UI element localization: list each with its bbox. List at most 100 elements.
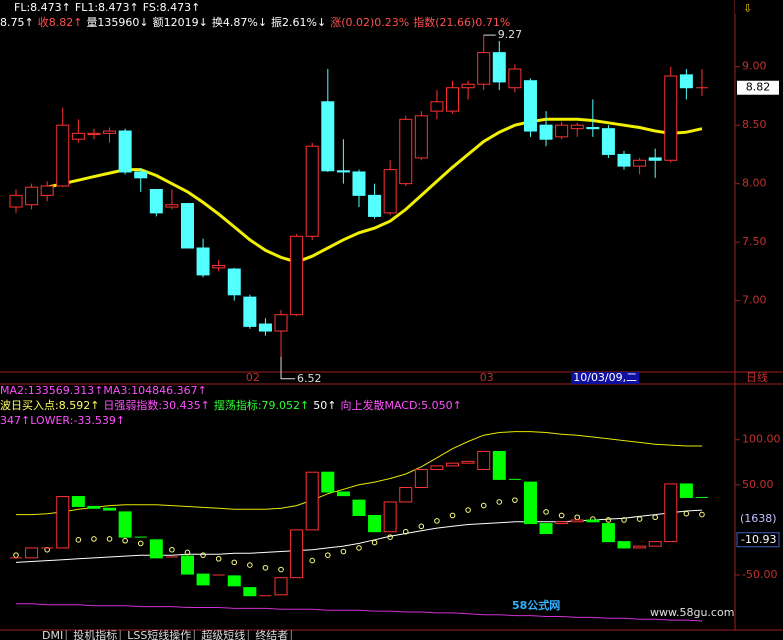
candle-body [103, 130, 117, 134]
candle-body [648, 541, 662, 547]
indicator-dot [215, 555, 222, 562]
candle-body [87, 505, 101, 509]
candle-body [336, 491, 350, 497]
indicator-dot [434, 518, 440, 524]
last-price: 8.82 [746, 81, 771, 94]
indicator-dot [699, 511, 705, 518]
candle-body [227, 575, 241, 587]
y-tick-label: 7.50 [742, 235, 767, 248]
candle-body [477, 450, 491, 470]
tab[interactable]: DMI [42, 629, 63, 640]
candle-body [274, 577, 288, 596]
indicator-dot [91, 536, 97, 542]
tab[interactable]: LSS短线操作 [127, 628, 191, 640]
corner [735, 0, 783, 14]
indicator-dot [605, 517, 612, 523]
indicator-dot [402, 528, 409, 535]
indicator-dot [122, 537, 128, 544]
indicator-dot [325, 552, 331, 558]
candle-body [570, 124, 584, 130]
candle-body [149, 189, 163, 214]
header-text: 额12019↓ [153, 16, 208, 29]
indicator-dot [184, 549, 191, 556]
candle-body [87, 132, 101, 136]
indicator-dot [652, 514, 658, 521]
tab[interactable]: 投机指标 [73, 628, 117, 640]
candle-body [523, 481, 537, 525]
candle-body [103, 507, 117, 511]
candle-body [9, 194, 23, 208]
candle-body [430, 465, 444, 470]
candle-body [664, 483, 678, 543]
indicator-dot [262, 564, 269, 571]
candle-body [290, 235, 304, 316]
header-text: FL:8.473↑ [14, 1, 71, 14]
candle-body [601, 523, 615, 543]
indicator-dot [106, 536, 113, 542]
candle-body [336, 170, 350, 173]
candle-body [633, 545, 647, 549]
indicator-dot [247, 562, 253, 568]
info-text: 50↑ [313, 399, 336, 412]
info-text: 347↑LOWER:-33.539↑ [0, 414, 125, 427]
candle-body [679, 483, 693, 498]
header-text: 涨(0.02)0.23% [330, 16, 409, 29]
candle-body [633, 159, 647, 167]
watermark-url: www.58gu.com [650, 606, 734, 619]
candle-body [243, 587, 257, 597]
candle-body [383, 169, 397, 214]
candle-body [446, 87, 460, 112]
candle-body [56, 124, 70, 187]
candle-body [134, 171, 148, 179]
candle-body [227, 268, 241, 296]
indicator-dot [200, 552, 206, 558]
candle-body [321, 101, 335, 172]
header-text: FL1:8.473↑ [75, 1, 139, 14]
y-tick-label: 9.00 [742, 60, 767, 73]
last-price-box [737, 80, 779, 95]
candle-body [555, 521, 569, 525]
tab[interactable]: 超级短线 [201, 628, 245, 640]
info-text: 向上发散MACD:5.050↑ [340, 398, 461, 412]
candle-body [165, 204, 179, 208]
indicator-dot [465, 507, 471, 513]
header-text: 收8.82↑ [38, 15, 83, 29]
candle-body [664, 75, 678, 161]
candle-body [149, 539, 163, 559]
candle-body [71, 496, 85, 507]
indicator-dot [75, 537, 82, 543]
candle-body [321, 471, 335, 493]
candle-body [601, 128, 615, 155]
candle-body [430, 101, 444, 112]
candle-body [40, 185, 54, 196]
candle-body [399, 118, 413, 185]
period-label: 日线 [746, 370, 768, 384]
candle-body [399, 487, 413, 503]
candle-body [352, 171, 366, 196]
header-text: 振2.61%↓ [271, 15, 326, 29]
candle-body [258, 323, 272, 332]
candle-body [648, 157, 662, 161]
candle-body [586, 127, 600, 130]
candle-body [617, 541, 631, 549]
header-text: 量135960↓ [86, 16, 148, 29]
candle-body [523, 80, 537, 132]
header-text: 指数(21.66)0.71% [413, 15, 510, 29]
indicator-dot [356, 545, 362, 551]
tab[interactable]: 终结者 [255, 628, 288, 640]
info-text: 波日买入点:8.592↑ [0, 399, 99, 412]
candle-body [243, 296, 257, 327]
info-text: MA2:133569.313↑MA3:104846.367↑ [0, 384, 207, 397]
candle-body [118, 511, 132, 538]
indicator-dot [512, 497, 518, 503]
indicator-dot [558, 512, 565, 519]
corner-icon: ⇩ [743, 2, 752, 15]
indicator-dot [621, 517, 627, 523]
indicator-dot [418, 523, 425, 530]
indicator-dot [278, 566, 284, 573]
candle-body [212, 265, 226, 269]
indicator-dot [387, 534, 393, 540]
x-tick-label: 02 [246, 371, 260, 384]
indicator-dot [449, 512, 456, 519]
